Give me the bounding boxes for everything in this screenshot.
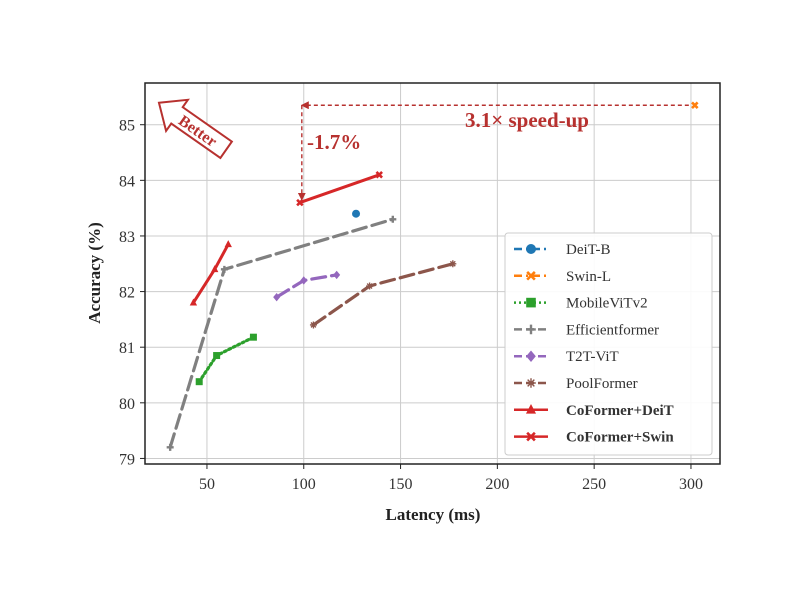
data-point: [220, 265, 228, 273]
legend: DeiT-B Swin-L MobileViTv2 Efficientformer T2…: [504, 232, 713, 456]
y-tick-label: 82: [119, 285, 135, 302]
x-tick-label: 50: [199, 476, 215, 493]
y-tick-label: 79: [119, 451, 135, 468]
data-point: [273, 292, 281, 302]
legend-item: T2T-ViT: [514, 349, 619, 365]
legend-label: DeiT-B: [566, 242, 610, 258]
x-axis-label: Latency (ms): [386, 505, 481, 524]
legend-label: T2T-ViT: [566, 349, 619, 365]
series-poolformer: [309, 260, 457, 329]
series-swin-l: [691, 101, 699, 109]
data-point: [195, 378, 203, 386]
series-deit-b: [352, 209, 361, 218]
series-line: [311, 262, 455, 327]
data-point: [526, 431, 536, 442]
better-arrow: Better: [157, 98, 234, 160]
data-point: [213, 352, 221, 360]
series-layer: [166, 101, 699, 451]
y-ticks: 79 80 81 82 83 84 85: [119, 118, 145, 468]
data-point: [249, 333, 257, 341]
data-point: [352, 209, 361, 218]
annotations: 3.1× speed-up -1.7% Better: [157, 98, 689, 201]
series-efficientformer: [166, 215, 397, 451]
data-point: [449, 260, 457, 268]
series-line: [298, 173, 381, 205]
legend-label: PoolFormer: [566, 376, 638, 392]
data-point: [224, 240, 232, 248]
data-point: [333, 270, 341, 280]
data-point: [525, 404, 537, 414]
speedup-label: 3.1× speed-up: [465, 108, 589, 132]
legend-item: MobileViTv2: [514, 296, 648, 312]
legend-item: Swin-L: [514, 269, 611, 285]
x-tick-label: 250: [582, 476, 606, 493]
data-point: [526, 324, 536, 335]
x-ticks: 50 100 150 200 250 300: [199, 464, 703, 493]
legend-item: CoFormer+DeiT: [514, 403, 674, 419]
series-coformer-deit: [189, 240, 232, 306]
legend-label: CoFormer+Swin: [566, 430, 674, 446]
data-point: [389, 215, 397, 223]
legend-item: DeiT-B: [514, 242, 610, 258]
series-coformer-swin: [296, 171, 383, 207]
legend-label: CoFormer+DeiT: [566, 403, 674, 419]
plot-frame: [144, 82, 721, 465]
data-point: [189, 298, 198, 306]
data-point: [309, 321, 317, 329]
y-tick-label: 84: [119, 173, 135, 190]
x-tick-label: 100: [292, 476, 316, 493]
data-point: [526, 297, 536, 308]
legend-label: MobileViTv2: [566, 296, 648, 312]
drop-label: -1.7%: [307, 130, 361, 154]
x-tick-label: 300: [679, 476, 703, 493]
y-tick-label: 85: [119, 118, 135, 135]
legend-label: Efficientformer: [566, 322, 659, 338]
data-point: [691, 101, 699, 109]
legend-label: Swin-L: [566, 269, 611, 285]
y-tick-label: 83: [119, 229, 135, 246]
series-t2t-vit: [273, 270, 341, 302]
series-line: [275, 273, 339, 299]
data-point: [366, 282, 374, 290]
data-point: [211, 265, 219, 273]
x-tick-label: 150: [389, 476, 413, 493]
legend-box: [504, 232, 713, 456]
y-tick-label: 80: [119, 396, 135, 413]
series-mobilevitv2: [195, 333, 257, 386]
y-axis-label: Accuracy (%): [85, 222, 104, 324]
legend-item: Efficientformer: [514, 322, 659, 338]
series-line: [168, 217, 395, 449]
data-point: [526, 271, 536, 281]
legend-item: CoFormer+Swin: [514, 430, 674, 446]
y-tick-label: 81: [119, 340, 135, 357]
data-point: [300, 276, 308, 285]
data-point: [166, 443, 174, 451]
data-point: [526, 378, 536, 388]
legend-item: PoolFormer: [514, 376, 638, 392]
data-point: [526, 244, 536, 254]
data-point: [526, 350, 536, 362]
data-point: [375, 171, 383, 179]
x-tick-label: 200: [485, 476, 509, 493]
